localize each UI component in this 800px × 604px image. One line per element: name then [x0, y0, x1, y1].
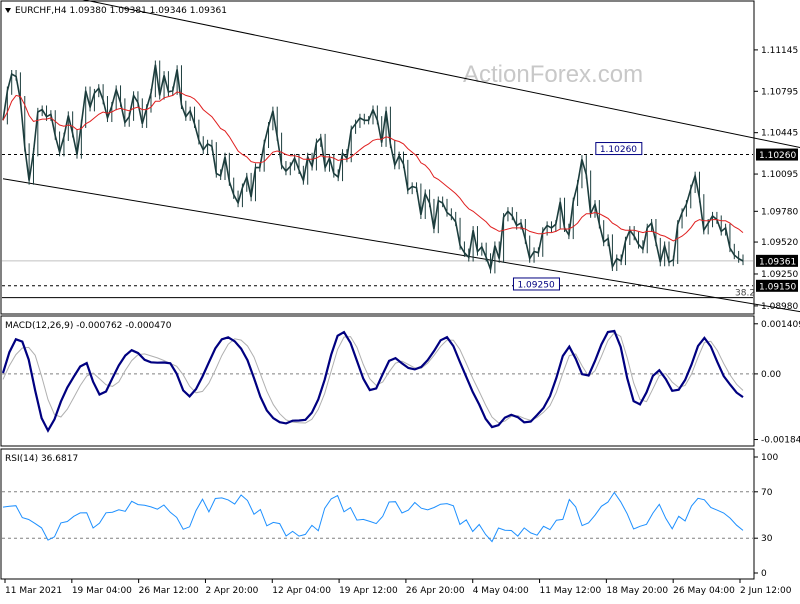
chart-menu-triangle-icon[interactable] [5, 8, 11, 13]
price-axis-label: 1.10095 [761, 170, 798, 180]
time-axis-label: 19 Mar 04:00 [72, 586, 132, 596]
price-panel: 1.10260 1.09150 38.2 1.11145 1.10795 1.10445 1… [2, 0, 800, 313]
time-axis-label: 2 Apr 20:00 [205, 586, 258, 596]
price-annotation-label: 1.09250 [517, 280, 554, 290]
watermark: ActionForex.com [463, 61, 643, 88]
macd-main-line [1, 329, 744, 433]
price-axis-label: 1.11145 [761, 46, 798, 56]
current-price-label: 1.09361 [759, 257, 796, 267]
price-axis-label: 1.10795 [761, 87, 798, 97]
macd-signal-line [2, 332, 744, 424]
level-price-label: 1.09150 [759, 282, 796, 292]
level-price-label: 1.10260 [759, 151, 796, 161]
fib-level-label: 38.2 [735, 289, 755, 299]
price-axis-label: 1.08980 [761, 302, 798, 312]
rsi-title: RSI(14) 36.6817 [5, 454, 78, 464]
price-axis-label: 1.10445 [761, 129, 798, 139]
rsi-panel: 100 70 30 0 [2, 453, 778, 579]
rsi-axis-label: 30 [761, 534, 773, 544]
price-title: EURCHF,H4 1.09380 1.09381 1.09346 1.0936… [15, 6, 227, 16]
time-axis-label: 11 Mar 2021 [5, 586, 62, 596]
time-axis-label: 11 May 12:00 [540, 586, 602, 596]
price-annotation-label: 1.10260 [600, 145, 637, 155]
macd-panel: 0.001409 0.00 -0.001846 [1, 320, 800, 446]
level-price-tag [756, 279, 798, 292]
rsi-axis-label: 70 [761, 488, 773, 498]
time-axis: 11 Mar 2021 19 Mar 04:00 26 Mar 12:00 2 Apr… [4, 579, 792, 596]
current-price-tag [756, 254, 798, 267]
macd-title: MACD(12,26,9) -0.000762 -0.000470 [5, 321, 172, 331]
time-axis-label: 26 Apr 20:00 [406, 586, 465, 596]
time-axis-label: 26 May 04:00 [673, 586, 735, 596]
time-axis-label: 19 Apr 12:00 [339, 586, 398, 596]
time-axis-label: 2 Jun 12:00 [740, 586, 792, 596]
price-panel-frame [0, 0, 755, 315]
price-axis-label: 1.09780 [761, 207, 798, 217]
rsi-line [2, 491, 744, 543]
channel-line [82, 0, 800, 149]
macd-axis-label: 0.001409 [761, 320, 800, 330]
macd-axis-label: -0.001846 [761, 436, 800, 446]
moving-average-line [2, 91, 744, 242]
time-axis-label: 4 May 04:00 [473, 586, 529, 596]
rsi-axis-label: 0 [761, 569, 767, 579]
price-annotation-box [512, 277, 560, 291]
time-axis-label: 12 Apr 04:00 [272, 586, 331, 596]
channel-line [2, 178, 800, 313]
level-price-tag [756, 148, 798, 161]
time-axis-label: 26 Mar 12:00 [139, 586, 199, 596]
macd-axis-label: 0.00 [761, 370, 781, 380]
price-series-line [2, 64, 744, 273]
price-axis-label: 1.09520 [761, 238, 798, 248]
rsi-panel-frame [0, 448, 755, 580]
rsi-axis-label: 100 [761, 453, 778, 463]
price-axis-label: 1.09250 [761, 270, 798, 280]
macd-panel-frame [0, 315, 755, 447]
price-annotation-box [595, 142, 643, 156]
time-axis-label: 18 May 20:00 [606, 586, 668, 596]
